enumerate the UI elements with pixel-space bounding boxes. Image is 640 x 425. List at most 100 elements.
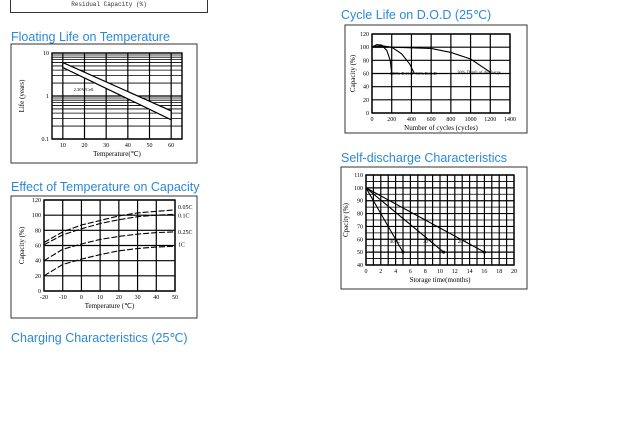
y-tick-label: 90 [357,199,363,205]
plot-area [43,199,176,292]
x-tick-label: 10 [437,269,443,275]
y-tick-label: 80 [357,212,363,218]
y-tick-label: 120 [32,198,41,204]
life-band [62,61,172,121]
x-tick-label: 50 [172,295,178,301]
x-tick-label: 1200 [484,117,496,123]
chart-effect: -20 -10 0 10 20 30 40 50 0 20 40 60 80 100 120 Temperat… [10,195,198,319]
x-tick-label: 600 [427,117,436,123]
residual-capacity-label: Residual Capacity (%) [71,1,147,8]
x-tick-label: 8 [424,269,427,275]
x-tick-label: 20 [82,143,88,149]
x-tick-label: 20 [116,295,122,301]
chart-cycle: 0 200 400 600 800 1000 1200 1400 0 20 40 60 80 100 120… [344,24,528,134]
x-tick-label: 20 [511,269,517,275]
series-label: 30℃ [423,239,434,245]
series-label: 20℃ [458,239,469,245]
y-tick-label: 20 [363,98,369,104]
charging-characteristics-title: Charging Characteristics (25℃) [11,331,188,345]
chart-frame [10,195,198,319]
y-tick-label: 50 [357,250,363,256]
y-tick-label: 10 [43,51,49,57]
series-line [365,187,485,253]
x-tick-label: 18 [496,269,502,275]
y-tick-label: 110 [354,173,363,179]
band-label: 2.30V/Cell [74,87,95,92]
y-tick-label: 100 [354,186,363,192]
x-tick-label: 800 [446,117,455,123]
y-tick-label: 0 [366,111,369,117]
series-label: 100% D.O.D [390,71,414,76]
y-tick-label: 100 [32,213,41,219]
y-tick-label: 70 [357,224,363,230]
x-tick-label: 4 [394,269,397,275]
series-label: 30% Depth of discharge [457,70,501,75]
y-tick-label: 1 [46,94,49,100]
y-tick-label: 20 [35,274,41,280]
residual-capacity-fragment: Residual Capacity (%) [10,0,208,13]
series-label: 50% D.O.D [415,71,437,76]
x-tick-label: 0 [371,117,374,123]
y-tick-label: 120 [360,32,369,38]
x-tick-label: 0 [365,269,368,275]
series-endpoint [482,250,486,254]
y-tick-label: 80 [35,228,41,234]
x-tick-label: 10 [97,295,103,301]
chart-frame [10,43,198,164]
x-tick-label: 6 [409,269,412,275]
series-line [43,213,176,246]
plot-area [365,174,515,266]
x-tick-label: 10 [60,143,66,149]
series-endpoint [401,250,405,254]
x-tick-label: 1000 [465,117,477,123]
series-line [371,45,415,74]
y-tick-label: 40 [363,85,369,91]
x-axis-label: Temperature (℃) [85,302,135,310]
y-axis-label: Capacity (%) [349,54,357,92]
x-tick-label: -20 [40,295,48,301]
series-endpoint [442,250,446,254]
x-tick-label: 12 [452,269,458,275]
x-tick-label: 40 [125,143,131,149]
x-tick-label: 1400 [504,117,516,123]
cycle-life-title: Cycle Life on D.O.D (25℃) [341,8,492,22]
plot-area [371,33,511,114]
x-tick-label: 14 [467,269,473,275]
series-line [43,209,176,243]
x-tick-label: 400 [407,117,416,123]
effect-temperature-title: Effect of Temperature on Capacity [11,180,200,194]
series-line [365,187,445,253]
y-tick-label: 40 [357,263,363,269]
x-tick-label: 40 [153,295,159,301]
y-tick-label: 0.1 [42,137,50,143]
series-label: 1C [178,242,185,248]
series-label: 40℃ [390,239,401,245]
x-tick-label: 30 [135,295,141,301]
x-tick-label: 2 [379,269,382,275]
chart-self: 0 2 4 6 8 10 12 14 16 18 20 40 50 60 70 80 90 100 110 Stora… [340,166,528,290]
series-label: 0.1C [178,213,190,219]
y-tick-label: 60 [357,237,363,243]
y-tick-label: 40 [35,259,41,265]
x-tick-label: 50 [147,143,153,149]
x-tick-label: 200 [387,117,396,123]
series-line [372,46,491,73]
x-tick-label: 0 [80,295,83,301]
series-line [371,43,393,74]
x-tick-label: 30 [103,143,109,149]
y-tick-label: 60 [363,72,369,78]
chart-floating: 10 20 30 40 50 60 0.1 1 10 Temperature(℃) Life (ye… [10,43,198,164]
x-tick-label: 60 [168,143,174,149]
series-line [43,231,176,262]
y-tick-label: 0 [38,289,41,295]
series-line [365,187,404,253]
floating-life-title: Floating Life on Temperature [11,30,170,44]
x-tick-label: 16 [481,269,487,275]
x-axis-label: Number of cycles (cycles) [404,124,478,132]
self-discharge-title: Self-discharge Characteristics [341,151,508,165]
x-axis-label: Storage time(months) [410,276,472,284]
y-axis-label: Cpacity (%) [342,202,350,237]
x-axis-label: Temperature(℃) [93,150,141,158]
series-line [43,245,176,277]
